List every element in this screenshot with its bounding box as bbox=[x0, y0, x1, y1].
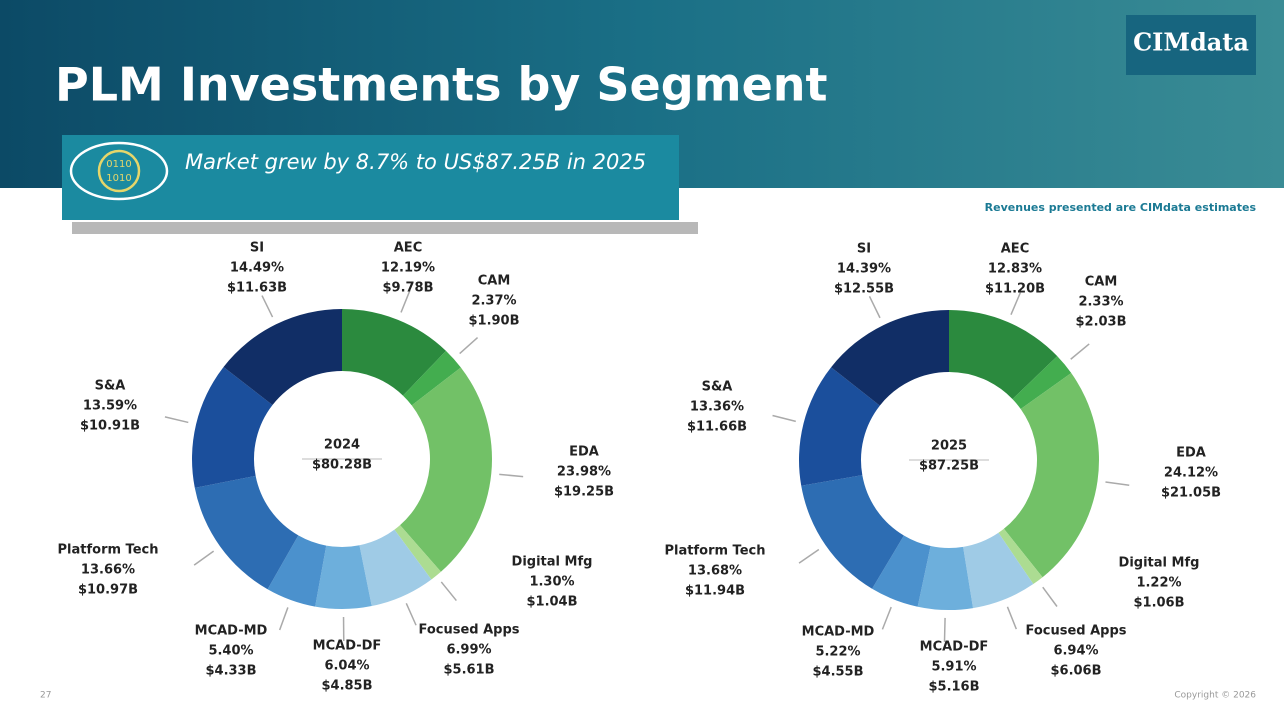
segment-percent: 12.83% bbox=[988, 262, 1042, 277]
leader-line bbox=[944, 618, 945, 642]
segment-percent: 14.49% bbox=[230, 261, 284, 276]
segment-revenue: $10.97B bbox=[78, 583, 138, 598]
segment-revenue: $1.06B bbox=[1133, 596, 1184, 611]
segment-percent: 2.37% bbox=[471, 294, 516, 309]
segment-name: MCAD-DF bbox=[313, 639, 382, 654]
banner bbox=[62, 135, 679, 220]
segment-percent: 6.04% bbox=[324, 659, 369, 674]
segment-percent: 6.94% bbox=[1053, 644, 1098, 659]
segment-percent: 13.59% bbox=[83, 399, 137, 414]
icon-text: 0110 bbox=[106, 159, 131, 170]
segment-revenue: $6.06B bbox=[1050, 664, 1101, 679]
segment-name: SI bbox=[857, 242, 871, 257]
segment-revenue: $9.78B bbox=[382, 281, 433, 296]
segment-name: Digital Mfg bbox=[1119, 556, 1200, 571]
segment-name: Focused Apps bbox=[418, 623, 519, 638]
center-year: 2024 bbox=[324, 438, 360, 453]
segment-name: AEC bbox=[394, 241, 422, 256]
segment-revenue: $2.03B bbox=[1075, 315, 1126, 330]
center-year: 2025 bbox=[931, 439, 967, 454]
segment-revenue: $19.25B bbox=[554, 485, 614, 500]
segment-name: SI bbox=[250, 241, 264, 256]
segment-name: MCAD-MD bbox=[195, 624, 268, 639]
segment-percent: 12.19% bbox=[381, 261, 435, 276]
segment-percent: 13.66% bbox=[81, 563, 135, 578]
segment-name: Platform Tech bbox=[665, 544, 766, 559]
segment-revenue: $11.94B bbox=[685, 584, 745, 599]
segment-revenue: $11.66B bbox=[687, 420, 747, 435]
segment-name: S&A bbox=[702, 380, 733, 395]
segment-percent: 24.12% bbox=[1164, 466, 1218, 481]
segment-percent: 5.91% bbox=[931, 660, 976, 675]
title: PLM Investments by Segment bbox=[55, 58, 828, 112]
segment-name: EDA bbox=[1176, 446, 1206, 461]
page-number: 27 bbox=[40, 691, 51, 701]
segment-name: Digital Mfg bbox=[512, 555, 593, 570]
segment-percent: 5.22% bbox=[815, 645, 860, 660]
segment-name: Platform Tech bbox=[58, 543, 159, 558]
segment-percent: 14.39% bbox=[837, 262, 891, 277]
segment-percent: 5.40% bbox=[208, 644, 253, 659]
segment-revenue: $21.05B bbox=[1161, 486, 1221, 501]
segment-revenue: $11.20B bbox=[985, 282, 1045, 297]
segment-name: AEC bbox=[1001, 242, 1029, 257]
segment-percent: 23.98% bbox=[557, 465, 611, 480]
segment-percent: 13.36% bbox=[690, 400, 744, 415]
segment-percent: 6.99% bbox=[446, 643, 491, 658]
segment-revenue: $5.61B bbox=[443, 663, 494, 678]
segment-revenue: $11.63B bbox=[227, 281, 287, 296]
segment-revenue: $4.33B bbox=[205, 664, 256, 679]
segment-percent: 1.22% bbox=[1136, 576, 1181, 591]
segment-revenue: $4.55B bbox=[812, 665, 863, 680]
segment-name: CAM bbox=[478, 274, 511, 289]
segment-name: MCAD-DF bbox=[920, 640, 989, 655]
segment-name: EDA bbox=[569, 445, 599, 460]
copyright: Copyright © 2026 bbox=[1174, 691, 1256, 701]
icon-text: 1010 bbox=[106, 173, 131, 184]
segment-revenue: $10.91B bbox=[80, 419, 140, 434]
note: Revenues presented are CIMdata estimates bbox=[985, 201, 1257, 214]
segment-percent: 13.68% bbox=[688, 564, 742, 579]
segment-revenue: $1.04B bbox=[526, 595, 577, 610]
segment-revenue: $1.90B bbox=[468, 314, 519, 329]
segment-revenue: $12.55B bbox=[834, 282, 894, 297]
segment-name: CAM bbox=[1085, 275, 1118, 290]
center-total: $80.28B bbox=[312, 458, 372, 473]
segment-revenue: $4.85B bbox=[321, 679, 372, 694]
segment-percent: 2.33% bbox=[1078, 295, 1123, 310]
logo: CIMdata bbox=[1133, 28, 1249, 57]
segment-percent: 1.30% bbox=[529, 575, 574, 590]
segment-name: Focused Apps bbox=[1025, 624, 1126, 639]
center-total: $87.25B bbox=[919, 459, 979, 474]
segment-name: MCAD-MD bbox=[802, 625, 875, 640]
segment-name: S&A bbox=[95, 379, 126, 394]
banner-text: Market grew by 8.7% to US$87.25B in 2025 bbox=[185, 150, 646, 174]
segment-revenue: $5.16B bbox=[928, 680, 979, 695]
banner-shadow bbox=[72, 222, 698, 234]
